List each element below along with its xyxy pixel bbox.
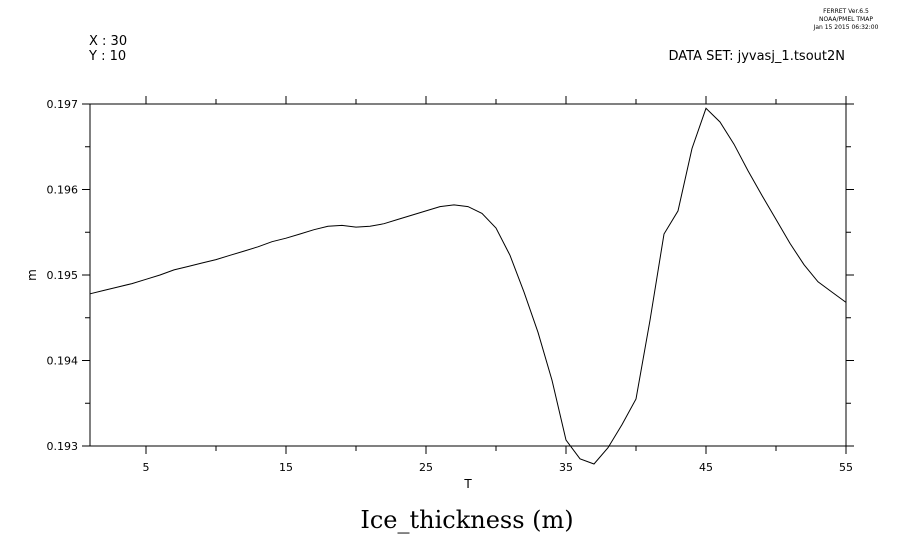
y-tick-label: 0.194 [47, 355, 79, 368]
y-tick-label: 0.195 [47, 269, 79, 282]
y-coordinate-label: Y : 10 [88, 49, 126, 64]
x-tick-label: 15 [279, 461, 293, 474]
axis-ticks [82, 96, 854, 454]
y-tick-label: 0.197 [47, 98, 79, 111]
x-axis-title: T [463, 477, 472, 491]
y-tick-label: 0.196 [47, 184, 79, 197]
ferret-org-stamp: NOAA/PMEL TMAP [819, 16, 873, 23]
x-tick-label: 55 [839, 461, 853, 474]
y-axis-title: m [25, 269, 39, 281]
axis-tick-labels: 5 15 25 35 45 55 0.193 0.194 0.195 0.196 0.197 [47, 98, 854, 474]
x-coordinate-label: X : 30 [89, 34, 127, 49]
plot-frame [89, 103, 847, 447]
chart-title: Ice_thickness (m) [360, 506, 573, 534]
y-tick-label: 0.193 [47, 440, 79, 453]
ferret-version-stamp: FERRET Ver.6.5 [823, 8, 869, 15]
ferret-date-stamp: Jan 15 2015 06:32:00 [813, 24, 879, 31]
ice-thickness-series-line [89, 107, 847, 465]
x-tick-label: 45 [699, 461, 713, 474]
x-tick-label: 25 [419, 461, 433, 474]
x-tick-label: 35 [559, 461, 573, 474]
x-tick-label: 5 [143, 461, 150, 474]
dataset-label: DATA SET: jyvasj_1.tsout2N [668, 49, 845, 64]
